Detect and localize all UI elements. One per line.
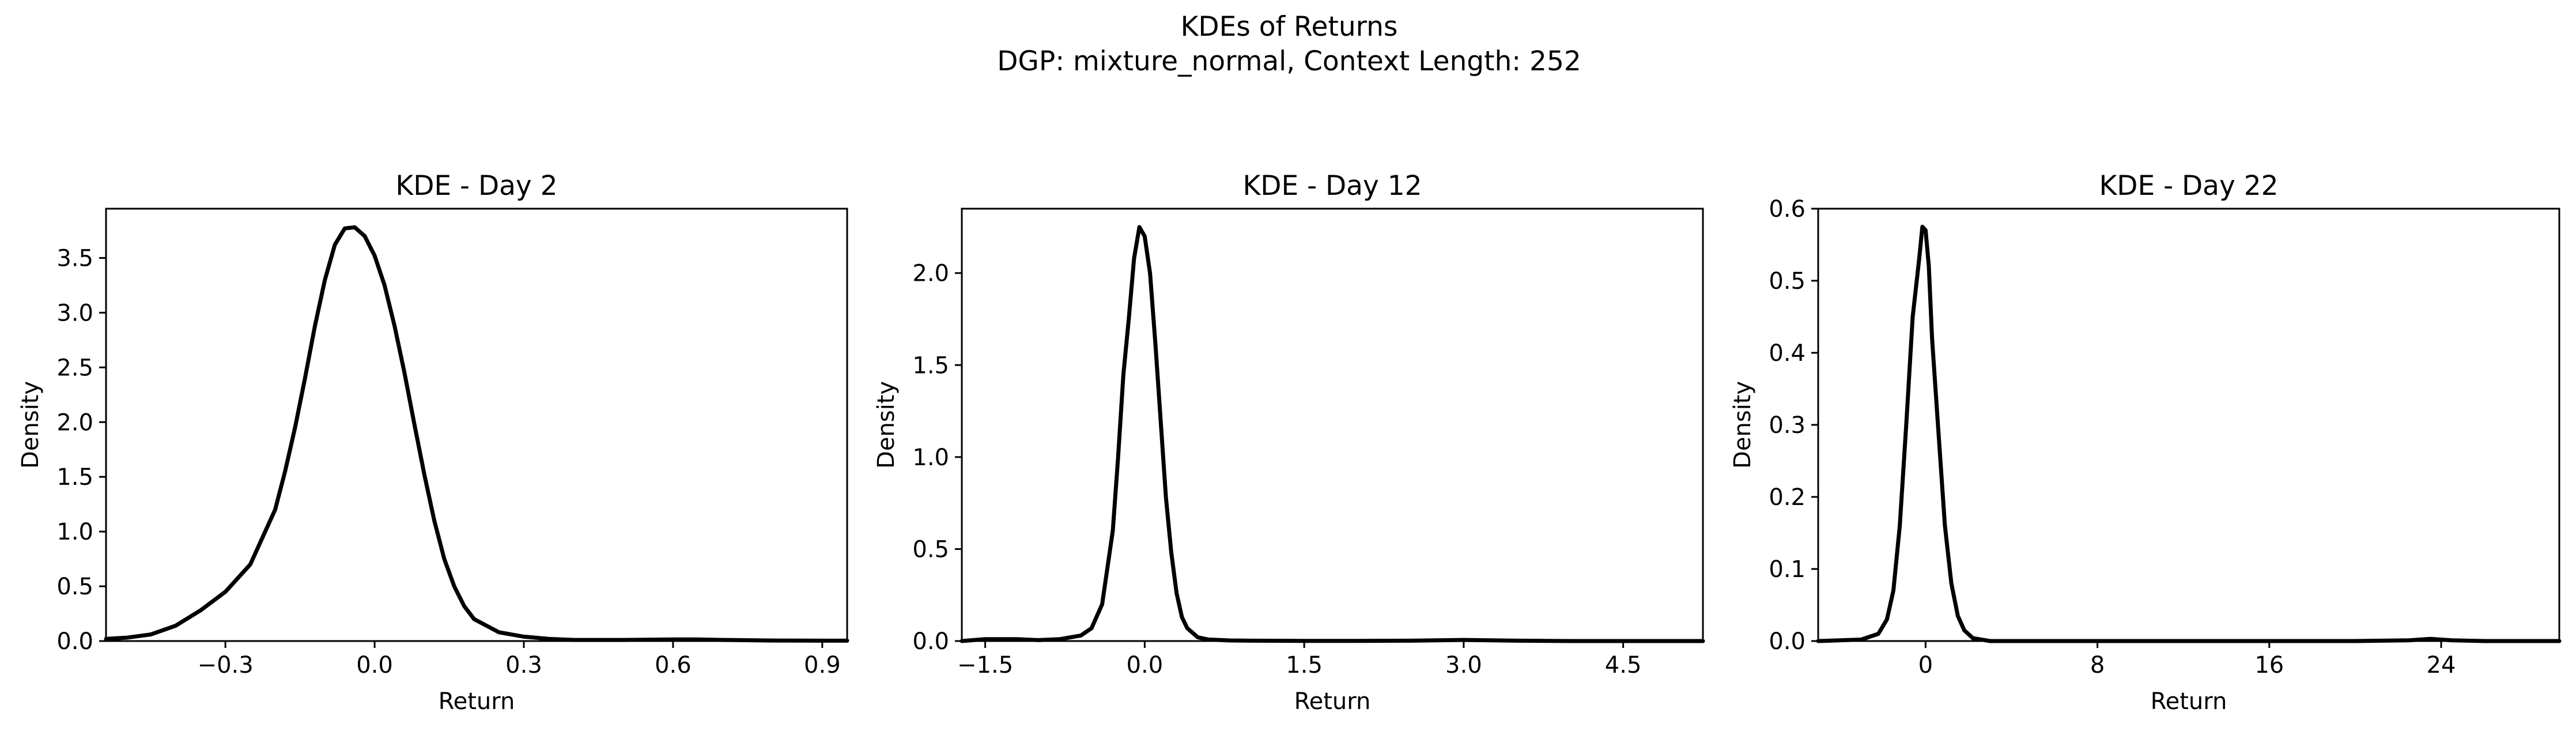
subplot-title: KDE - Day 22 (2099, 170, 2278, 202)
plot-area: −0.3 0.0 0.3 0.6 0.9 0.0 0.5 1.0 1.5 2.0 2.5 3.0 3.5 (56, 208, 849, 679)
subplot-day-22: KDE - Day 22 0 8 16 24 0.0 0.1 0.2 0.3 0.4 0.5 0.6… (1729, 170, 2562, 715)
y-tick-label: 0.0 (1769, 628, 1806, 655)
x-tick-label: 0.0 (1127, 652, 1164, 679)
plot-area: 0 8 16 24 0.0 0.1 0.2 0.3 0.4 0.5 0.6 (1769, 196, 2562, 679)
y-tick-label: 0.5 (1769, 268, 1806, 295)
plot-area: −1.5 0.0 1.5 3.0 4.5 0.0 0.5 1.0 1.5 2.0 (912, 208, 1705, 679)
y-tick-label: 2.5 (56, 355, 93, 381)
axes-frame (105, 208, 848, 642)
x-axis-label: Return (1294, 688, 1371, 715)
y-tick-label: 0.0 (912, 628, 949, 655)
y-axis-label: Density (873, 381, 900, 469)
figure-subtitle: DGP: mixture_normal, Context Length: 252 (997, 46, 1581, 77)
figure-suptitle: KDEs of Returns (1181, 11, 1398, 43)
x-tick-label: −1.5 (957, 652, 1013, 679)
x-tick-label: 3.0 (1445, 652, 1482, 679)
y-axis-label: Density (1729, 381, 1756, 469)
subplot-title: KDE - Day 12 (1242, 170, 1422, 202)
y-tick-label: 0.6 (1769, 196, 1806, 223)
y-tick-label: 1.0 (56, 519, 93, 545)
x-axis-label: Return (439, 688, 515, 715)
x-tick-label: 0.0 (356, 652, 393, 679)
x-tick-label: 16 (2254, 652, 2284, 679)
y-tick-label: 2.0 (912, 261, 949, 287)
y-tick-label: 0.1 (1769, 556, 1806, 583)
x-tick-label: 0.9 (804, 652, 841, 679)
x-tick-label: 4.5 (1605, 652, 1642, 679)
y-tick-label: 0.5 (912, 536, 949, 563)
x-tick-label: 0 (1918, 652, 1933, 679)
y-tick-label: 0.2 (1769, 484, 1806, 511)
x-tick-label: 8 (2090, 652, 2105, 679)
kde-line (104, 225, 849, 643)
y-tick-label: 0.0 (56, 628, 93, 655)
y-tick-label: 1.0 (912, 444, 949, 471)
y-tick-label: 3.0 (56, 300, 93, 326)
y-tick-label: 0.5 (56, 574, 93, 600)
y-tick-label: 0.4 (1769, 340, 1806, 367)
y-tick-label: 3.5 (56, 245, 93, 272)
subplot-title: KDE - Day 2 (395, 170, 557, 202)
x-tick-label: 1.5 (1286, 652, 1323, 679)
y-tick-label: 0.3 (1769, 412, 1806, 439)
subplot-day-2: KDE - Day 2 −0.3 0.0 0.3 0.6 0.9 0.0 0.5 1.0 1.5… (17, 170, 849, 715)
x-axis-label: Return (2151, 688, 2227, 715)
axes-frame (961, 208, 1704, 642)
y-tick-label: 2.0 (56, 409, 93, 436)
y-tick-label: 1.5 (56, 464, 93, 491)
x-tick-label: 24 (2427, 652, 2456, 679)
subplot-day-12: KDE - Day 12 −1.5 0.0 1.5 3.0 4.5 0.0 0.5 1.0 1.… (873, 170, 1705, 715)
x-tick-label: −0.3 (198, 652, 254, 679)
y-axis-label: Density (17, 381, 44, 469)
x-tick-label: 0.3 (505, 652, 542, 679)
y-tick-label: 1.5 (912, 352, 949, 379)
x-tick-label: 0.6 (655, 652, 692, 679)
